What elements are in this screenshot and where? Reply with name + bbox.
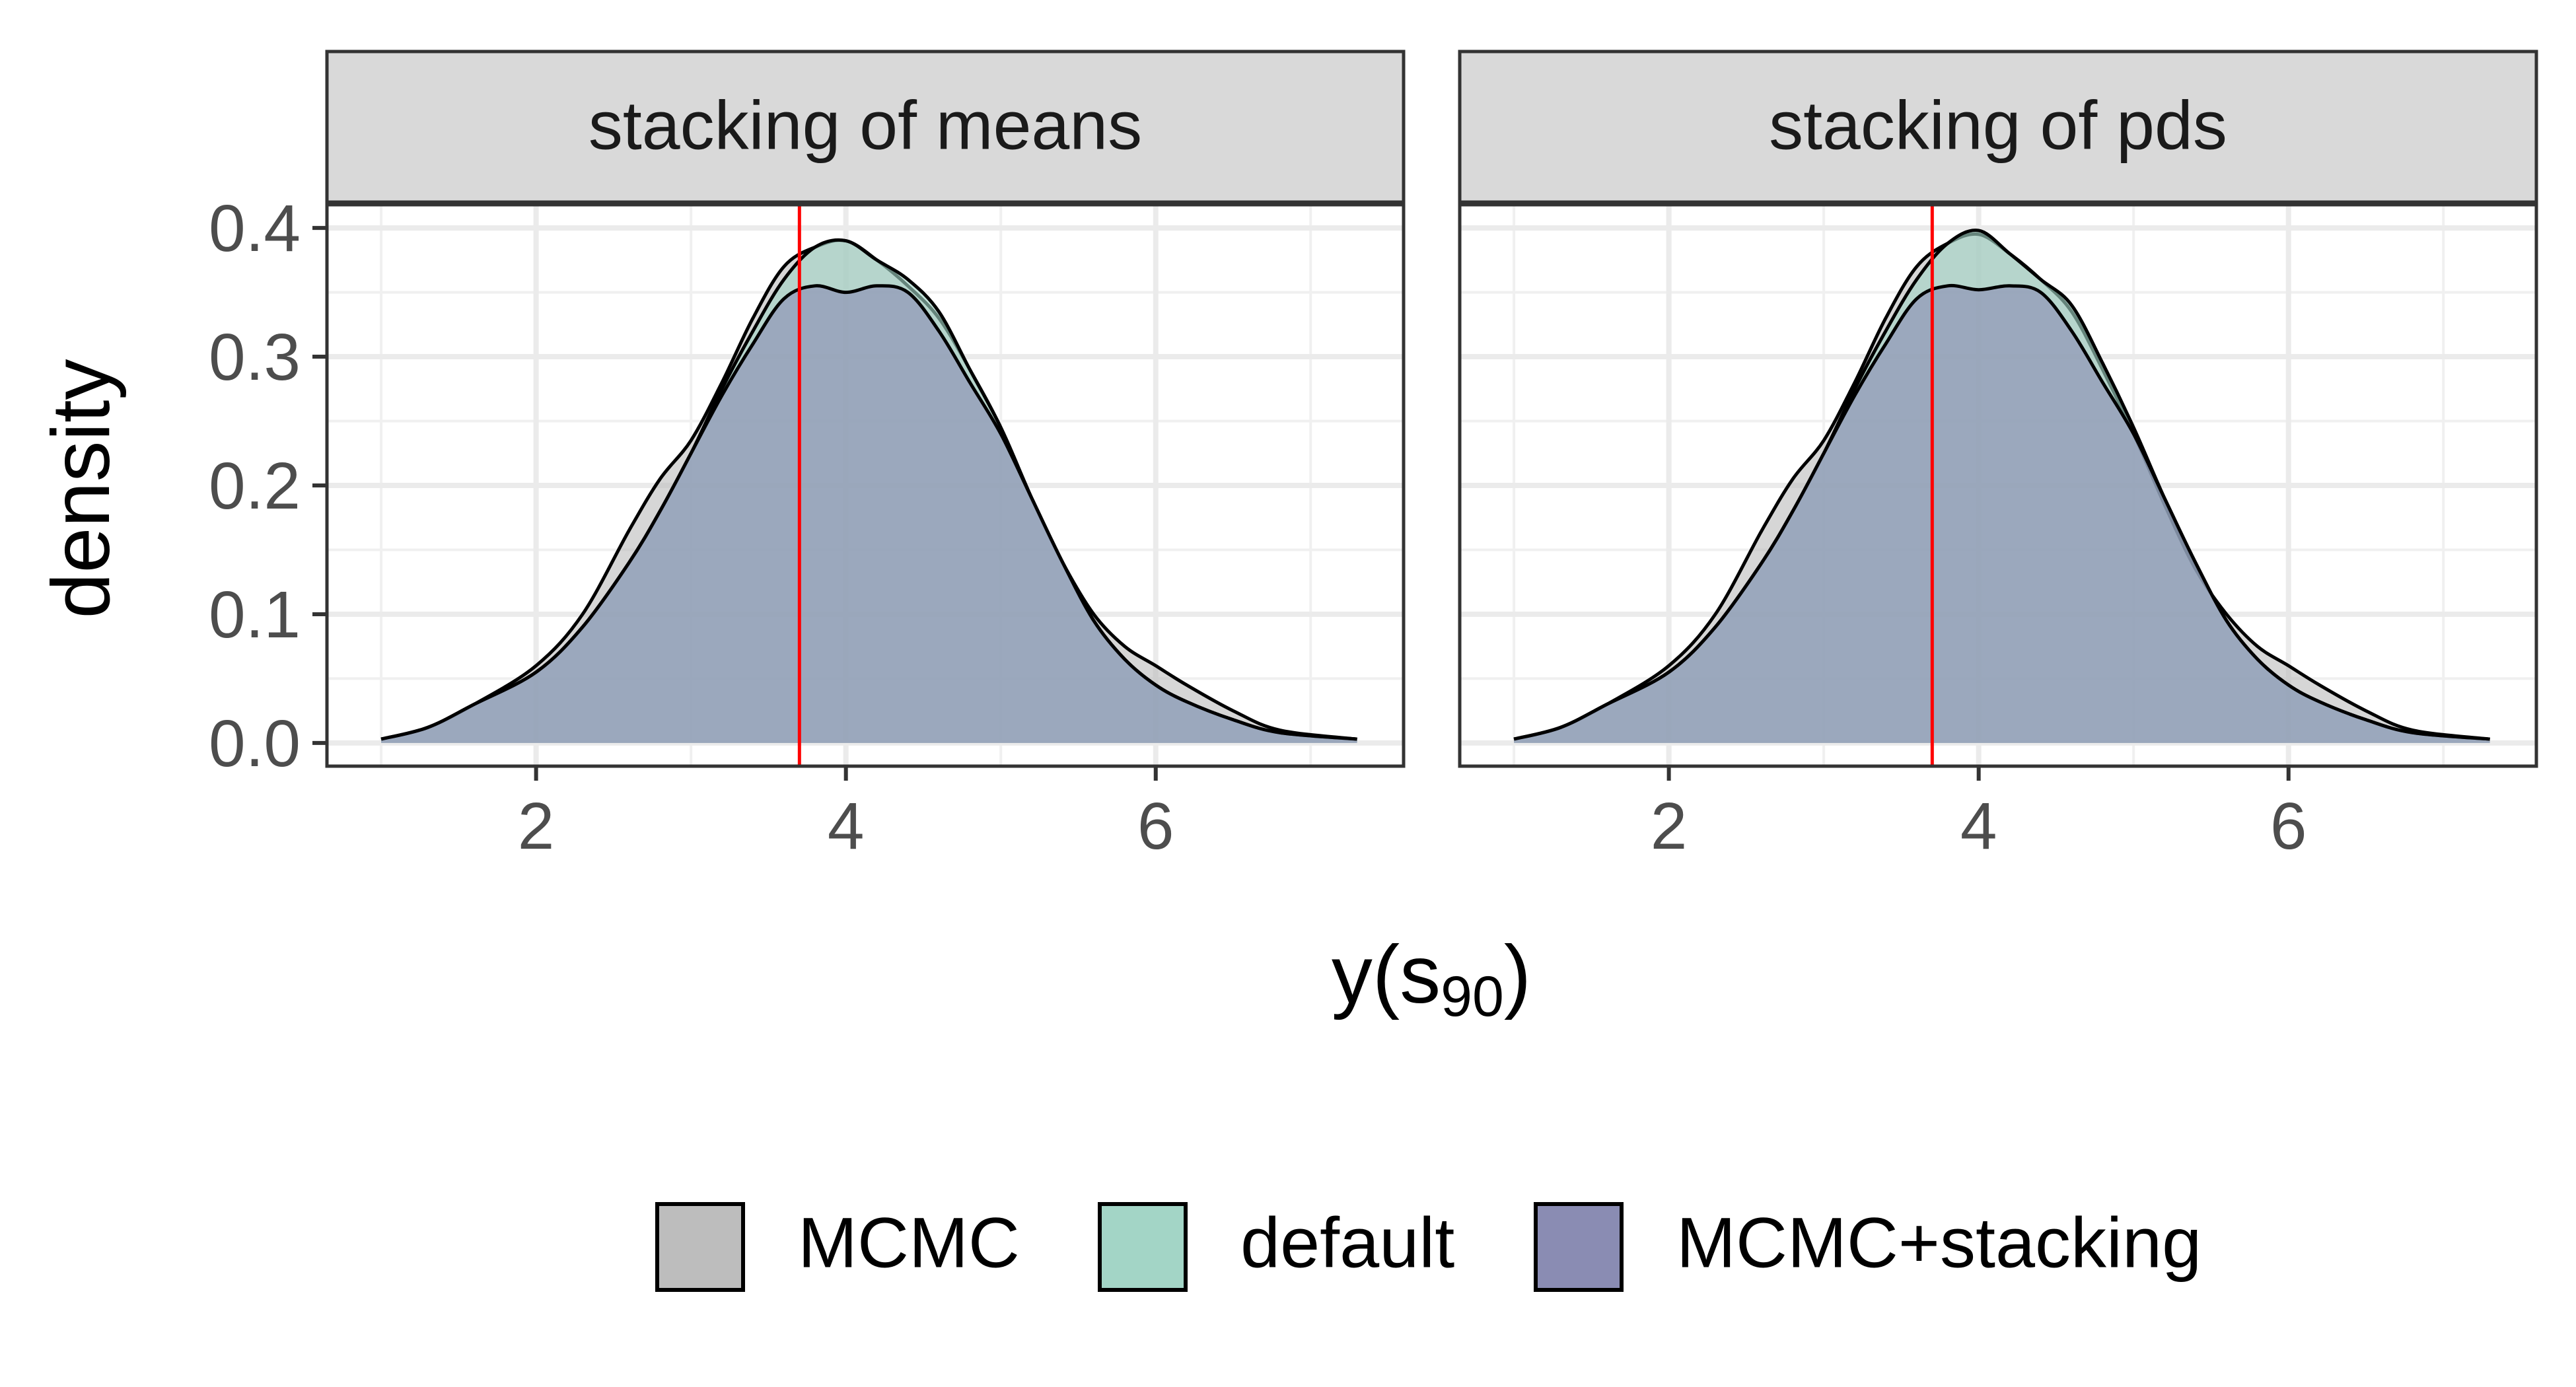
legend-key-mcmc-stacking [1534,1202,1624,1292]
y-tick-label: 0.1 [209,578,301,652]
density-line-mcmc-stacking [1513,283,2490,741]
legend: MCMC default MCMC+stacking [655,1202,2201,1292]
x-axis-title-base: y(s [1332,929,1441,1020]
density-line-mcmc-stacking [380,284,1357,741]
density-area-mcmc-stacking [1514,285,2490,743]
legend-label-mcmc-stacking: MCMC+stacking [1676,1203,2201,1283]
x-tick-label: 6 [2270,789,2307,863]
panel-plot-area: 2 4 6 [325,203,1406,863]
legend-key-mcmc [655,1202,745,1292]
y-tick-label: 0.3 [209,320,301,394]
panel-stacking-of-pds: stacking of pds 2 4 6 [1458,50,2538,863]
panel-strip [325,50,1406,204]
panel-title: stacking of pds [1769,87,2227,164]
x-tick-label: 6 [1137,789,1174,863]
legend-label-mcmc: MCMC [798,1203,1020,1283]
panel-strip [1458,50,2538,204]
y-tick-label: 0.2 [209,449,301,523]
density-area-mcmc-stacking [381,285,1357,743]
x-axis-title: y(s90) [1332,929,1531,1028]
y-tick-label: 0.4 [209,192,301,266]
x-tick-label: 2 [518,789,555,863]
y-tick-label: 0.0 [209,707,301,781]
legend-label-default: default [1240,1203,1454,1283]
y-axis: 0.0 0.1 0.2 0.3 0.4 [209,192,327,781]
x-tick-label: 4 [828,789,865,863]
panel-stacking-of-means: stacking of means 2 4 6 [325,50,1406,863]
panel-plot-area: 2 4 6 [1458,203,2538,863]
x-tick-label: 4 [1960,789,1997,863]
legend-key-default [1098,1202,1188,1292]
panel-border [1458,203,2538,768]
panel-title: stacking of means [589,87,1142,164]
x-axis-title-close: ) [1504,929,1531,1020]
x-axis-title-subscript: 90 [1441,965,1504,1028]
x-tick-label: 2 [1651,789,1688,863]
y-axis-title: density [36,359,127,619]
